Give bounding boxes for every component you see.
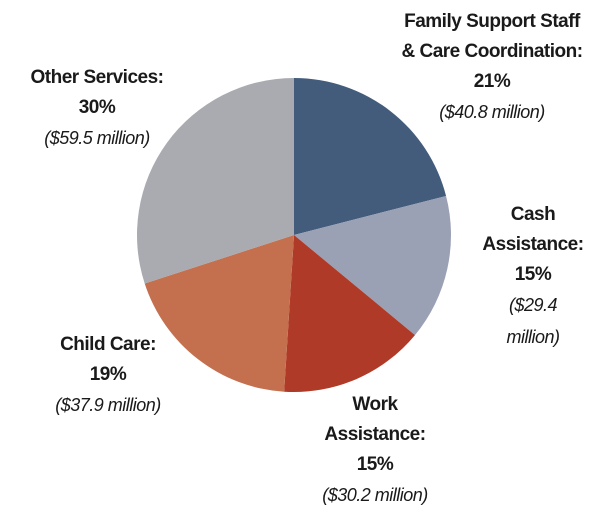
slice-label: Assistance:: [482, 234, 583, 255]
amount-label: ($40.8 million): [439, 102, 545, 122]
value-label: 19%: [90, 364, 127, 385]
pie-slice: [284, 235, 415, 392]
slice-label: Family Support Staff: [404, 11, 581, 32]
slice-label: Assistance:: [324, 424, 425, 445]
value-label: 21%: [474, 71, 511, 92]
amount-label: ($30.2 million): [322, 485, 428, 505]
slice-label: Cash: [511, 204, 555, 225]
pie-slice: [144, 235, 294, 392]
amount-label: ($59.5 million): [44, 128, 150, 148]
amount-label: ($37.9 million): [55, 395, 161, 415]
amount-label: million): [506, 327, 559, 347]
pie-slice: [136, 78, 294, 284]
value-label: 15%: [515, 264, 552, 285]
value-label: 30%: [79, 97, 116, 118]
pie-slice: [294, 195, 451, 336]
slice-label: & Care Coordination:: [401, 41, 582, 62]
slice-label: Other Services:: [31, 67, 164, 88]
amount-label: ($29.4: [509, 295, 558, 315]
value-label: 15%: [357, 454, 394, 475]
pie-slice: [294, 78, 447, 235]
slice-label: Work: [352, 394, 398, 415]
slice-label: Child Care:: [60, 334, 156, 355]
